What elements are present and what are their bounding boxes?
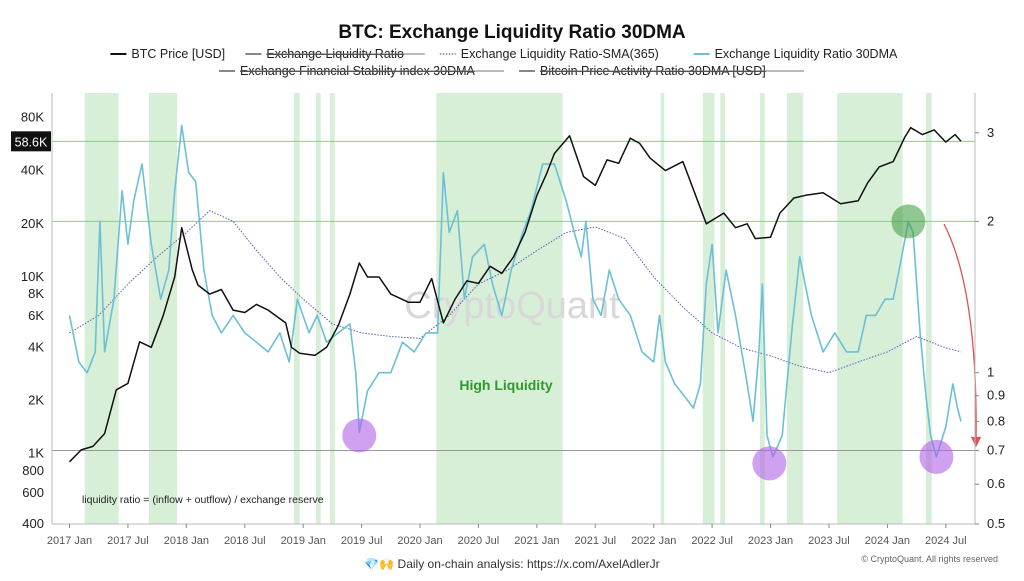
high-liquidity-band-8 [720, 93, 725, 524]
y-left-tick-label: 80K [21, 109, 44, 124]
x-tick-label: 2018 Jan [164, 535, 209, 547]
legend-label[interactable]: BTC Price [USD] [131, 47, 225, 61]
x-tick-label: 2020 Jan [397, 535, 442, 547]
watermark-text: CryptoQuant [404, 285, 620, 327]
current-price-label: 58.6K [11, 131, 51, 152]
current-price-text: 58.6K [15, 135, 48, 149]
btc-price-series [68, 126, 962, 463]
btc-price-line [68, 126, 962, 463]
y-left-tick-label: 10K [21, 269, 44, 284]
y-right-tick-label: 1 [987, 365, 994, 380]
high-liquidity-band-4 [330, 93, 335, 524]
low-liquidity-marker-2019 [342, 418, 377, 453]
ratio-30dma-line [68, 124, 962, 458]
high-liquidity-band-7 [702, 93, 715, 524]
high-liquidity-label: High Liquidity [459, 377, 553, 393]
marker-circles [342, 204, 954, 481]
peak-liquidity-marker-2024 [891, 204, 926, 239]
x-tick-label: 2022 Jul [691, 535, 733, 547]
y-right-tick-label: 2 [987, 213, 994, 228]
low-liquidity-marker-2022 [752, 446, 787, 481]
y-right-tick-label: 0.5 [987, 516, 1005, 531]
x-tick-label: 2023 Jan [748, 535, 793, 547]
y-left-tick-label: 400 [22, 516, 44, 531]
y-left-tick-label: 8K [28, 286, 44, 301]
decline-arrow [943, 223, 982, 448]
y-right-tick-label: 0.6 [987, 476, 1005, 491]
y-left-tick-label: 800 [22, 463, 44, 478]
y-right-tick-label: 0.7 [987, 443, 1005, 458]
reference-lines [52, 140, 975, 452]
high-liquidity-band-6 [660, 93, 665, 524]
current-price-badge [11, 131, 51, 152]
x-tick-label: 2017 Jul [107, 535, 149, 547]
high-liquidity-band-3 [316, 93, 321, 524]
x-tick-label: 2017 Jan [47, 535, 92, 547]
x-tick-label: 2024 Jul [925, 535, 967, 547]
x-tick-label: 2023 Jul [808, 535, 850, 547]
chart-title: BTC: Exchange Liquidity Ratio 30DMA [338, 22, 686, 43]
y-right-tick-label: 0.9 [987, 388, 1005, 403]
x-tick-label: 2019 Jan [281, 535, 326, 547]
x-tick-label: 2021 Jan [514, 535, 559, 547]
high-liquidity-band-10 [786, 93, 804, 524]
x-tick-label: 2018 Jul [224, 535, 266, 547]
y-right-tick-label: 0.8 [987, 413, 1005, 428]
y-left-tick-label: 4K [28, 339, 44, 354]
x-tick-label: 2024 Jan [865, 535, 910, 547]
legend-label[interactable]: Exchange Liquidity Ratio-SMA(365) [461, 47, 659, 61]
y-left-tick-label: 20K [21, 216, 44, 231]
axes: 400 600 800 1K 2K 4K 6K 8K 10K 20K 40K 80K 0.5 0.6 0.7… [21, 93, 1005, 547]
y-left-tick-label: 1K [28, 446, 44, 461]
legend: BTC Price [USD] Exchange Liquidity Ratio E… [110, 47, 898, 78]
high-liquidity-band-1 [148, 93, 178, 524]
legend-label[interactable]: Exchange Liquidity Ratio 30DMA [715, 47, 898, 61]
x-tick-label: 2021 Jul [574, 535, 616, 547]
y-left-tick-label: 6K [28, 308, 44, 323]
sma365-series [69, 210, 962, 374]
copyright-text: © CryptoQuant. All rights reserved [861, 554, 998, 564]
x-tick-label: 2020 Jul [458, 535, 500, 547]
high-liquidity-band-0 [84, 93, 119, 524]
y-left-tick-label: 40K [21, 163, 44, 178]
high-liquidity-band-12 [925, 93, 932, 524]
y-left-tick-label: 2K [28, 393, 44, 408]
formula-note: liquidity ratio = (inflow + outflow) / e… [82, 494, 324, 506]
sma365-line [69, 210, 962, 374]
x-tick-label: 2022 Jan [631, 535, 676, 547]
y-left-tick-label: 600 [22, 485, 44, 500]
ratio-30dma-series [68, 124, 962, 458]
high-liquidity-band-11 [837, 93, 903, 524]
footer-text: 💎🙌 Daily on-chain analysis: https://x.co… [364, 557, 659, 571]
x-tick-label: 2019 Jul [341, 535, 383, 547]
low-liquidity-marker-2024 [919, 439, 954, 474]
y-right-tick-label: 3 [987, 125, 994, 140]
